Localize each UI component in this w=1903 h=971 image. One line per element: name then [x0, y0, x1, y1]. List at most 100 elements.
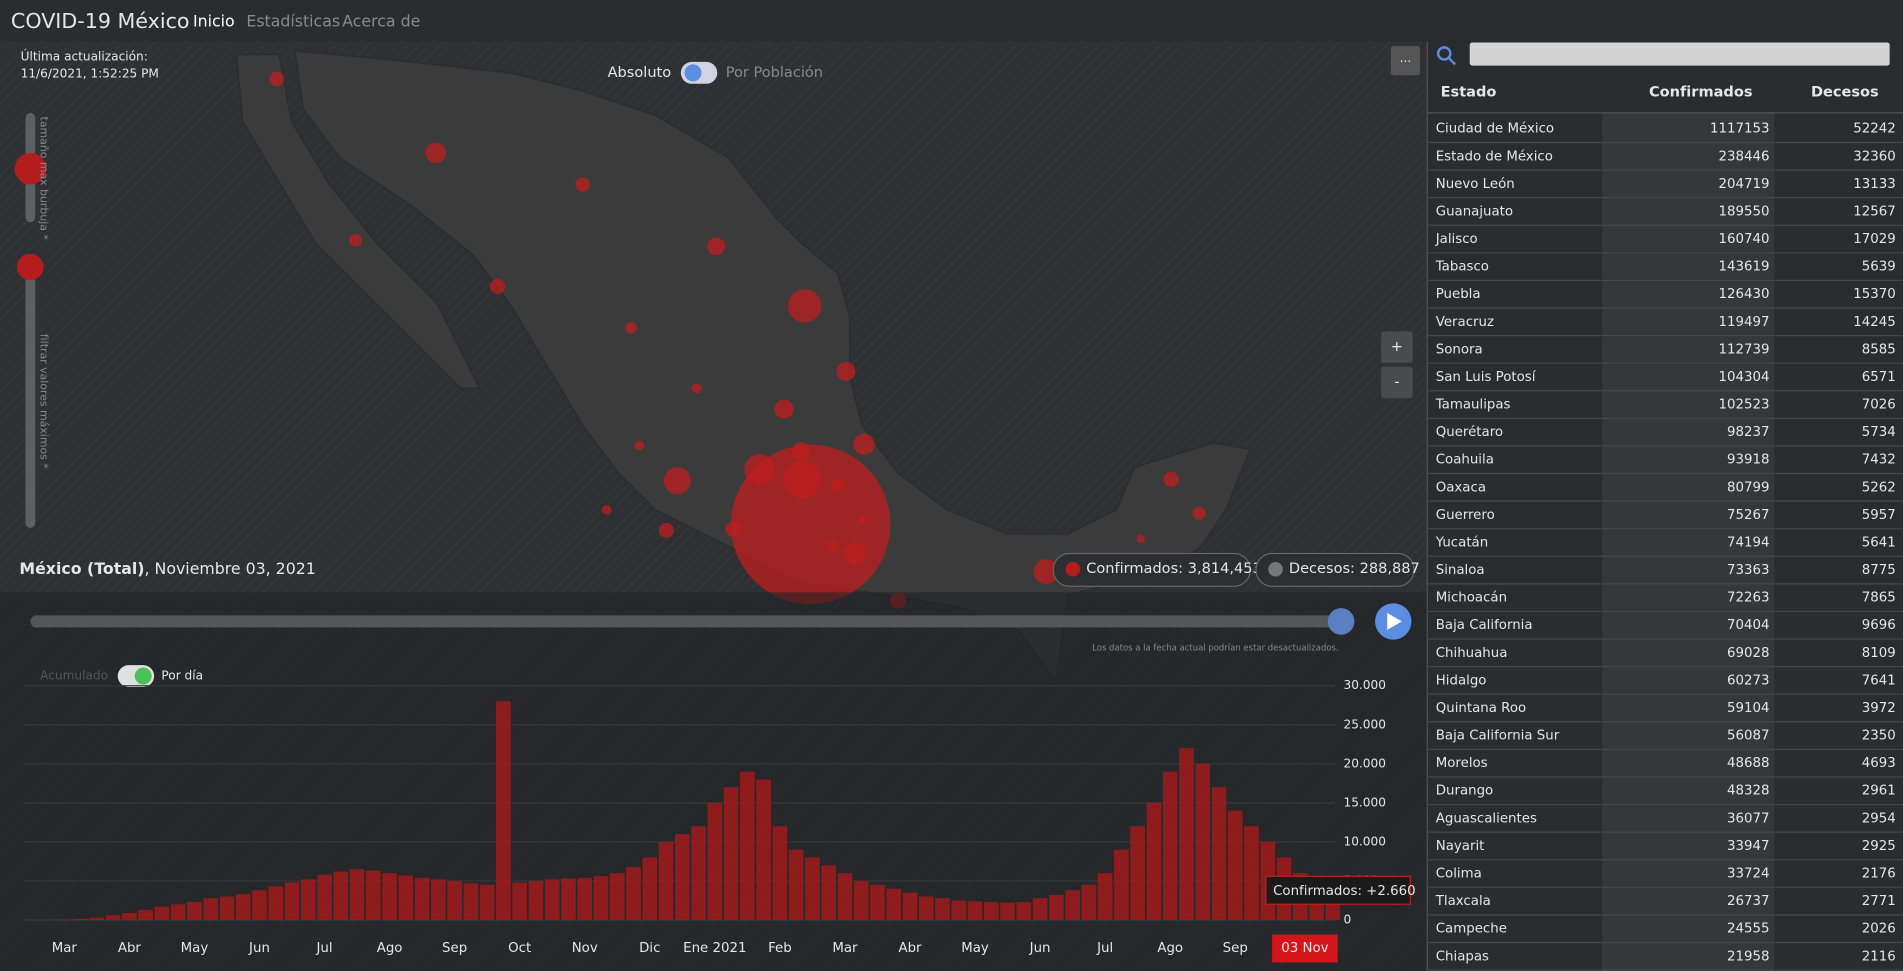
deaths-pill[interactable] [1255, 552, 1415, 587]
x-tick-label: Mar [832, 941, 858, 956]
slider-label: filtrar valores máximos * [38, 334, 51, 469]
bar [691, 826, 706, 920]
state-bubble[interactable] [691, 383, 702, 394]
state-bubble[interactable] [836, 361, 856, 381]
state-bubble[interactable] [707, 237, 725, 256]
state-bubble[interactable] [774, 399, 794, 419]
state-bubble[interactable] [269, 71, 285, 87]
legend-dot [1065, 561, 1081, 577]
slider-track[interactable] [25, 254, 36, 528]
state-bubble[interactable] [788, 289, 822, 323]
toggle-label[interactable]: Absoluto [608, 64, 672, 81]
toggle-label[interactable]: Acumulado [40, 669, 108, 683]
state-bubble[interactable] [843, 542, 866, 565]
state-bubble[interactable] [349, 234, 362, 247]
bar [512, 882, 528, 920]
bar [1114, 849, 1129, 920]
state-bubble[interactable] [1163, 471, 1179, 487]
state-name: Puebla [1436, 287, 1481, 302]
zoom-out[interactable] [1381, 366, 1413, 399]
column-header[interactable]: Confirmados [1649, 83, 1753, 100]
bar [886, 888, 902, 920]
bar [577, 877, 593, 920]
cell-value: 26737 [1727, 894, 1769, 909]
bar [626, 866, 641, 920]
state-bubble[interactable] [1192, 506, 1206, 520]
state-bubble[interactable] [783, 460, 822, 499]
state-bubble[interactable] [744, 454, 776, 486]
state-bubble[interactable] [602, 505, 612, 515]
toggle-label[interactable]: Por día [161, 669, 203, 683]
state-bubble[interactable] [1136, 534, 1145, 544]
state-name: Yucatán [1435, 534, 1488, 550]
state-bubble[interactable] [853, 433, 875, 455]
cell-value: 15370 [1853, 287, 1895, 302]
state-bubble[interactable] [663, 467, 691, 495]
menu-button[interactable] [1390, 46, 1420, 76]
bar [674, 834, 690, 920]
confirmed-pill[interactable] [1052, 552, 1251, 587]
state-name: Jalisco [1435, 232, 1478, 247]
x-tick-label: Sep [1223, 941, 1248, 956]
state-bubble[interactable] [830, 478, 845, 493]
state-name: Morelos [1436, 756, 1488, 771]
bar [105, 915, 121, 920]
bar [788, 849, 804, 920]
state-bubble[interactable] [658, 522, 674, 538]
column-header[interactable]: Decesos [1811, 83, 1879, 100]
cell-value: 9696 [1862, 618, 1896, 633]
cell-value: 7026 [1862, 398, 1896, 413]
state-bubble[interactable] [634, 440, 645, 451]
y-tick-label: 15.000 [1344, 795, 1386, 809]
state-bubble[interactable] [490, 278, 506, 294]
bar [414, 877, 430, 920]
state-bubble[interactable] [425, 142, 446, 164]
bar [609, 873, 625, 920]
cell-value: 60273 [1727, 673, 1769, 688]
cell-value: 104304 [1719, 370, 1770, 385]
deaths-total: Decesos: 288,887 [1289, 560, 1420, 577]
state-bubble[interactable] [731, 444, 891, 605]
nav-link[interactable]: Acerca de [342, 11, 420, 30]
app-title: COVID-19 México [11, 9, 190, 33]
cell-value: 7641 [1862, 673, 1896, 688]
cell-value: 2176 [1862, 867, 1896, 882]
zoom-in-label: + [1391, 338, 1403, 355]
cell-value: 93918 [1727, 453, 1769, 468]
search-input[interactable] [1469, 42, 1890, 66]
x-tick-label: Jun [248, 941, 270, 956]
column-header[interactable]: Estado [1441, 83, 1497, 100]
timeline-track[interactable] [30, 615, 1348, 628]
state-name: Tamaulipas [1435, 398, 1511, 413]
timeline-thumb[interactable] [1327, 608, 1355, 635]
state-bubble[interactable] [725, 521, 741, 537]
zoom-in[interactable] [1381, 331, 1413, 363]
x-tick-label: May [961, 941, 989, 956]
state-bubble[interactable] [826, 540, 839, 552]
bar [902, 892, 918, 920]
cell-value: 70404 [1727, 618, 1769, 633]
state-name: Chiapas [1436, 949, 1489, 964]
toggle-label[interactable]: Por Población [726, 64, 823, 81]
slider-handle[interactable] [14, 152, 47, 185]
bar [89, 917, 105, 920]
nav-link[interactable]: Estadísticas [246, 11, 340, 30]
state-bubble[interactable] [575, 177, 590, 192]
y-tick-label: 20.000 [1344, 756, 1386, 770]
cell-value: 143619 [1719, 260, 1770, 275]
nav-link[interactable]: Inicio [193, 11, 235, 30]
bar [935, 898, 950, 920]
state-bubble[interactable] [625, 321, 637, 334]
play-icon [1387, 612, 1402, 630]
cell-value: 98237 [1727, 425, 1769, 440]
x-tick-label: Sep [442, 941, 467, 956]
cell-value: 17029 [1853, 232, 1895, 247]
state-bubble[interactable] [791, 442, 811, 461]
bar [300, 879, 316, 920]
bar [1146, 802, 1162, 920]
bar [528, 880, 544, 920]
cell-value: 2954 [1862, 811, 1896, 826]
slider-handle[interactable] [16, 253, 44, 281]
state-bubble[interactable] [1033, 559, 1059, 585]
state-bubble[interactable] [858, 515, 868, 524]
